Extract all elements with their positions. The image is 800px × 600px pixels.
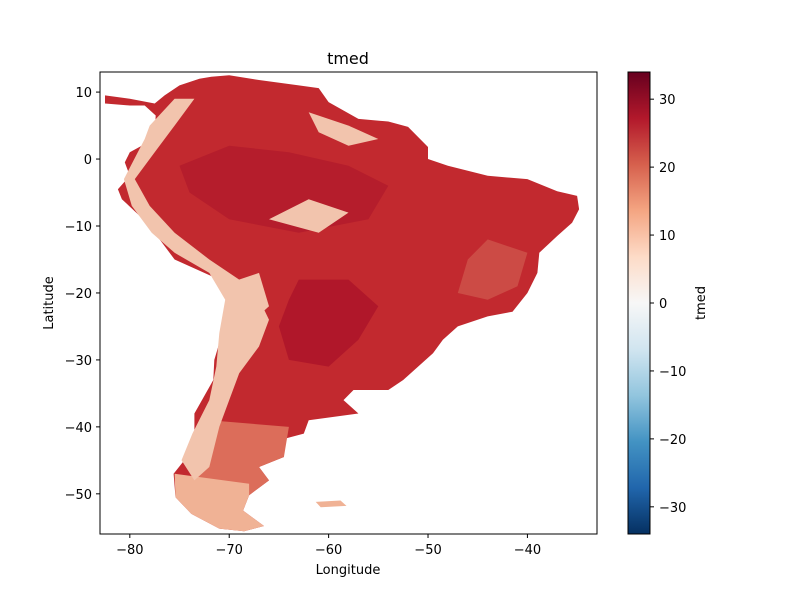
colorbar-tick-label: 0 — [659, 297, 667, 312]
colorbar-tick-label: −30 — [659, 501, 686, 516]
colorbar-tick-label: 30 — [659, 93, 676, 108]
x-tick-label: −50 — [414, 543, 441, 558]
y-axis-label: Latitude — [42, 276, 57, 330]
x-axis-label: Longitude — [316, 563, 381, 578]
colorbar — [627, 71, 651, 535]
patagonia-south-region — [174, 473, 264, 532]
y-tick-label: 10 — [75, 86, 92, 101]
x-tick-label: −60 — [315, 543, 342, 558]
y-tick-label: −20 — [65, 287, 92, 302]
guiana-cool-patch — [308, 112, 379, 146]
y-axis: 10 0 −10 −20 −30 −40 −50 — [65, 86, 100, 503]
colorbar-tick-label: −20 — [659, 433, 686, 448]
andes-region — [123, 98, 270, 481]
temperature-map — [105, 75, 580, 532]
brazil-highlands-region — [457, 239, 528, 300]
colorbar-label: tmed — [694, 286, 709, 320]
x-tick-label: −40 — [514, 543, 541, 558]
chaco-region — [278, 279, 379, 367]
falklands-island — [315, 500, 347, 508]
colorbar-axis: 30 20 10 0 −10 −20 −30 — [650, 93, 686, 516]
colorbar-tick-label: 20 — [659, 161, 676, 176]
y-tick-label: −30 — [65, 354, 92, 369]
patagonia-east-region — [194, 420, 289, 496]
x-axis: −80 −70 −60 −50 −40 — [116, 534, 541, 558]
chart-title: tmed — [327, 49, 369, 68]
y-tick-label: −50 — [65, 488, 92, 503]
y-tick-label: 0 — [84, 153, 92, 168]
x-tick-label: −70 — [216, 543, 243, 558]
y-tick-label: −40 — [65, 421, 92, 436]
altiplano-region — [219, 272, 269, 320]
x-tick-label: −80 — [116, 543, 143, 558]
interior-cool-patch — [269, 199, 349, 233]
y-tick-label: −10 — [65, 220, 92, 235]
colorbar-tick-label: 10 — [659, 229, 676, 244]
colorbar-tick-label: −10 — [659, 365, 686, 380]
plot-frame — [99, 71, 598, 535]
